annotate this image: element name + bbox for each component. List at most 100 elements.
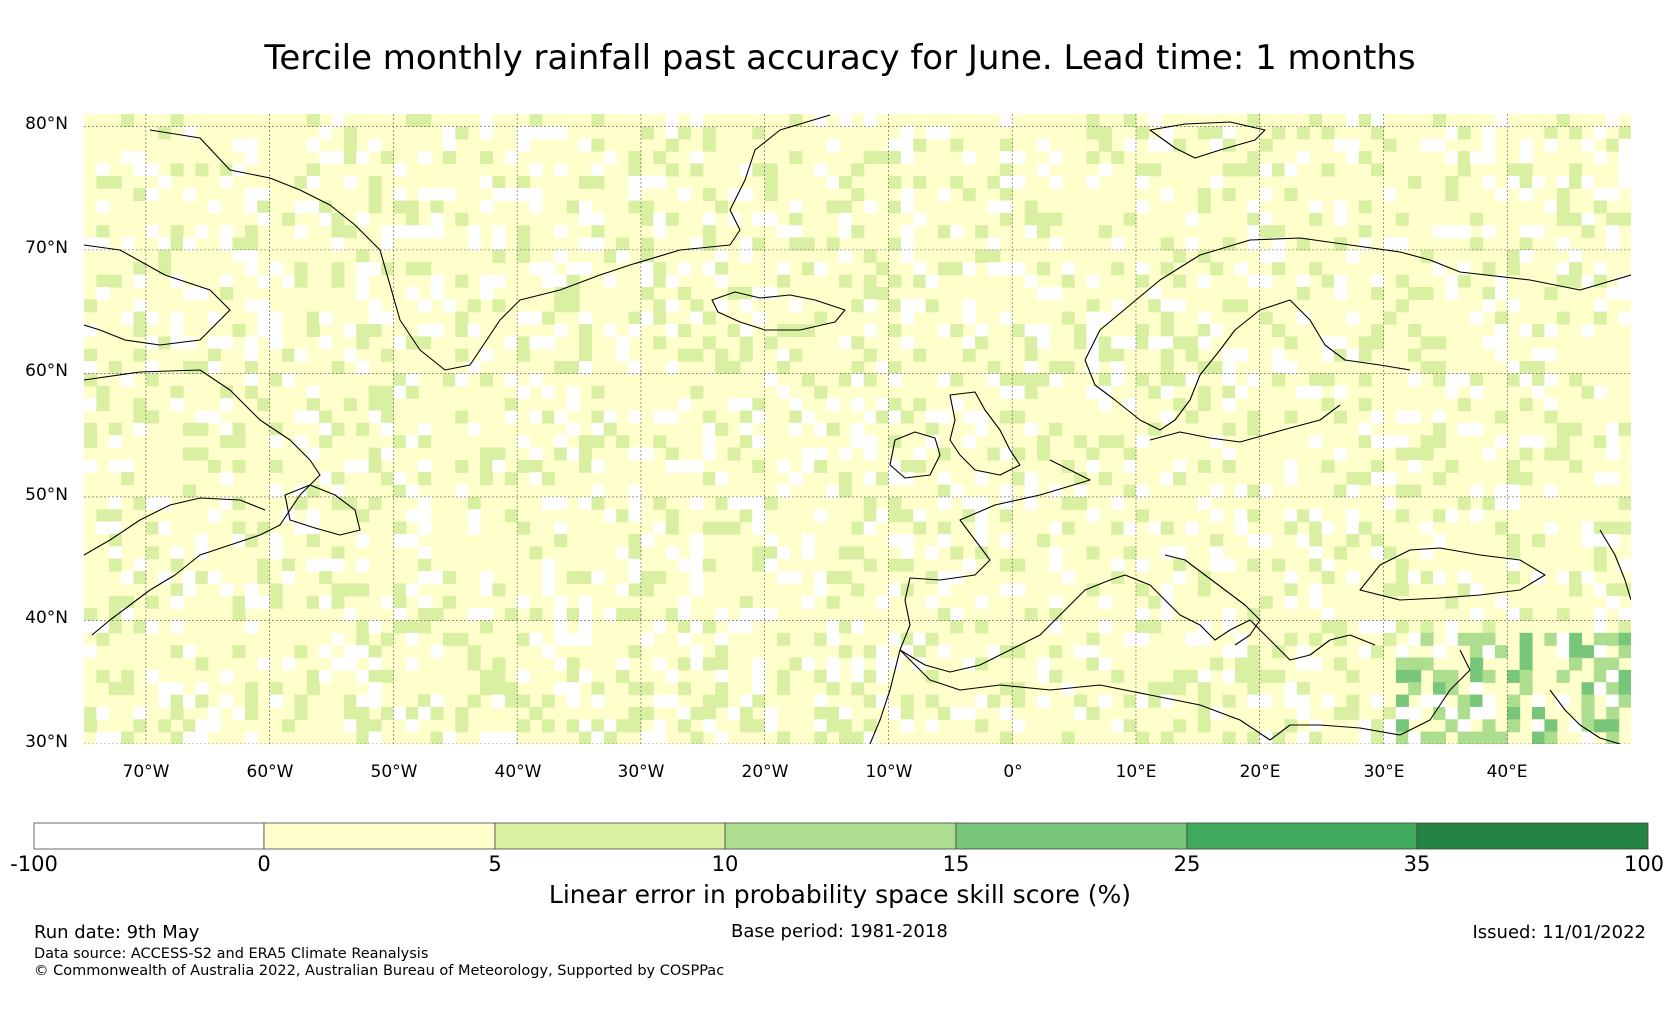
skill-cell: [702, 188, 716, 202]
skill-cell: [418, 546, 432, 560]
skill-cell: [1222, 163, 1236, 177]
skill-cell: [1420, 632, 1434, 646]
skill-cell: [962, 336, 976, 350]
skill-cell: [702, 558, 716, 572]
skill-cell: [393, 163, 407, 177]
skill-cell: [554, 249, 568, 263]
skill-cell: [294, 274, 308, 288]
skill-cell: [269, 682, 283, 696]
skill-cell: [789, 422, 803, 436]
skill-cell: [1470, 385, 1484, 399]
skill-cell: [195, 422, 209, 436]
skill-cell: [405, 385, 419, 399]
skill-cell: [1470, 694, 1484, 708]
skill-cell: [244, 188, 258, 202]
skill-cell: [900, 632, 914, 646]
skill-cell: [801, 262, 815, 276]
skill-cell: [554, 299, 568, 313]
skill-cell: [1519, 188, 1533, 202]
skill-cell: [108, 620, 122, 634]
skill-cell: [888, 534, 902, 547]
skill-cell: [702, 336, 716, 350]
skill-cell: [1111, 521, 1125, 535]
skill-cell: [121, 731, 135, 744]
skill-cell: [1098, 398, 1112, 412]
skill-cell: [170, 163, 184, 177]
skill-cell: [1544, 200, 1558, 214]
skill-cell: [863, 447, 877, 461]
skill-cell: [393, 583, 407, 597]
skill-cell: [541, 583, 555, 597]
skill-cell: [888, 200, 902, 214]
skill-cell: [442, 595, 456, 609]
skill-cell: [739, 410, 753, 424]
skill-cell: [1136, 262, 1149, 276]
skill-cell: [566, 385, 580, 399]
skill-cell: [405, 719, 419, 733]
skill-cell: [1544, 521, 1558, 535]
skill-cell: [1581, 385, 1595, 399]
skill-cell: [84, 324, 97, 337]
skill-cell: [1037, 163, 1050, 177]
skill-cell: [430, 200, 444, 214]
skill-cell: [1494, 336, 1508, 350]
skill-cell: [442, 151, 456, 165]
skill-cell: [838, 620, 852, 634]
skill-cell: [665, 163, 679, 177]
skill-cell: [96, 385, 110, 399]
skill-cell: [133, 188, 147, 202]
skill-cell: [690, 151, 704, 165]
skill-cell: [1296, 706, 1310, 720]
skill-cell: [1160, 311, 1174, 325]
skill-cell: [381, 706, 394, 720]
skill-cell: [826, 571, 840, 585]
skill-cell: [665, 114, 679, 127]
skill-cell: [393, 225, 407, 239]
skill-cell: [1593, 435, 1607, 449]
skill-cell: [579, 311, 592, 325]
skill-cell: [1383, 583, 1397, 597]
skill-cell: [814, 583, 828, 597]
skill-cell: [405, 657, 419, 671]
skill-cell: [121, 608, 135, 622]
skill-cell: [739, 336, 753, 350]
skill-cell: [628, 447, 642, 461]
skill-cell: [640, 731, 654, 744]
skill-cell: [1160, 336, 1174, 350]
skill-cell: [492, 188, 506, 202]
skill-cell: [455, 311, 469, 325]
skill-cell: [455, 373, 469, 387]
skill-cell: [133, 410, 147, 424]
skill-cell: [1408, 731, 1422, 744]
skill-cell: [1185, 632, 1199, 646]
skill-cell: [591, 175, 605, 189]
skill-cell: [913, 509, 927, 523]
skill-cell: [529, 163, 543, 177]
skill-cell: [1433, 138, 1446, 152]
skill-cell: [888, 632, 902, 646]
skill-cell: [1024, 324, 1038, 337]
skill-cell: [1111, 262, 1125, 276]
skill-cell: [987, 645, 1001, 659]
skill-cell: [220, 163, 234, 177]
skill-cell: [1346, 509, 1360, 523]
skill-cell: [1395, 299, 1409, 313]
skill-cell: [999, 509, 1013, 523]
skill-cell: [1470, 484, 1484, 498]
skill-cell: [306, 521, 320, 535]
skill-cell: [653, 274, 667, 288]
skill-cell: [183, 484, 196, 498]
skill-cell: [84, 608, 97, 622]
skill-cell: [1618, 126, 1631, 140]
skill-cell: [1556, 237, 1570, 251]
skill-cell: [1433, 373, 1446, 387]
skill-cell: [1309, 632, 1323, 646]
skill-cell: [1247, 509, 1261, 523]
skill-cell: [393, 608, 407, 622]
skill-cell: [195, 682, 209, 696]
skill-cell: [554, 225, 568, 239]
skill-cell: [1581, 571, 1595, 585]
skill-cell: [962, 410, 976, 424]
skill-cell: [381, 311, 394, 325]
skill-cell: [207, 410, 221, 424]
